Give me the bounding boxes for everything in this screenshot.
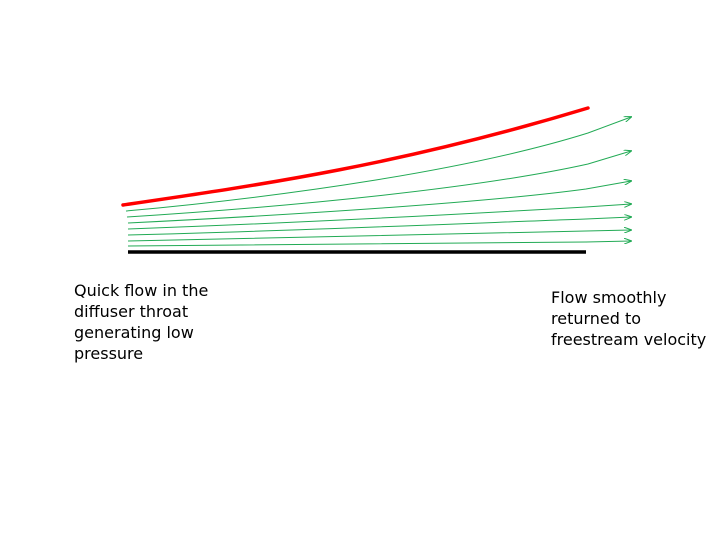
streamline-3 [127, 181, 631, 224]
streamline-7 [127, 241, 631, 247]
exit-caption: Flow smoothly returned to freestream vel… [551, 288, 707, 349]
streamline-6 [127, 230, 631, 242]
streamline-4 [127, 204, 631, 230]
throat-caption: Quick flow in the diffuser throat genera… [74, 281, 209, 363]
streamline-1 [125, 117, 631, 212]
streamline-5 [127, 217, 631, 236]
streamline-2 [126, 151, 631, 218]
diffuser-wall-curve [121, 106, 590, 207]
